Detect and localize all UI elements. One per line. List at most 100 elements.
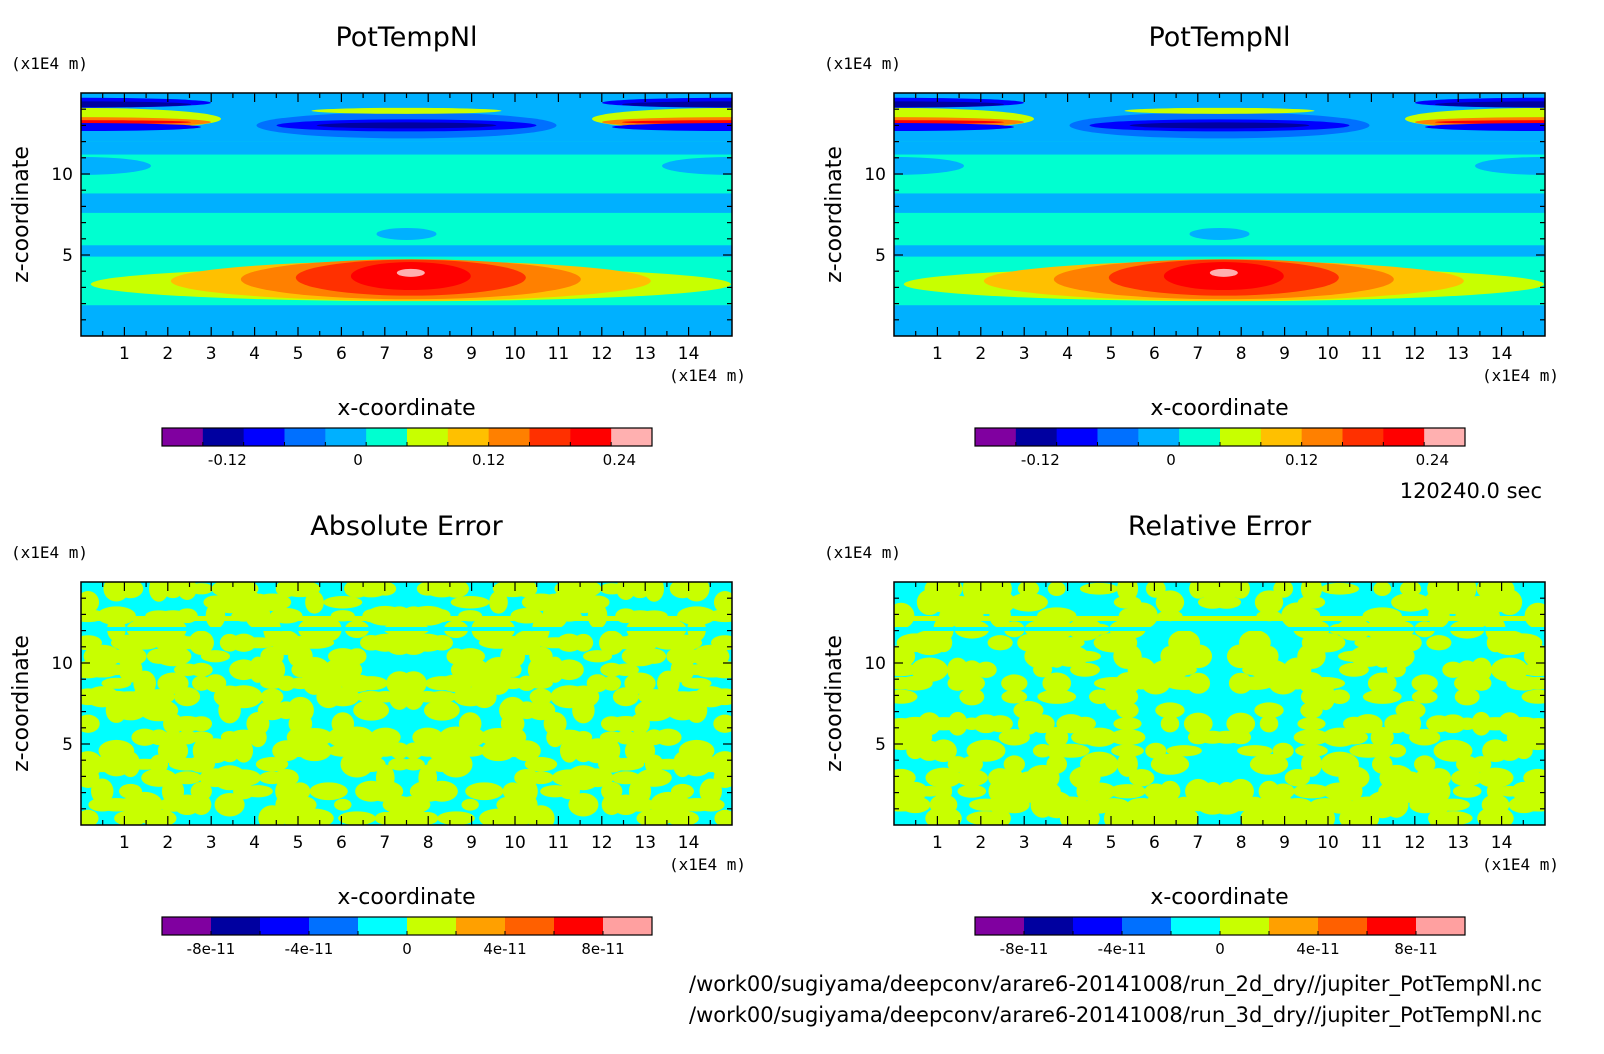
x-tick-label: 6 xyxy=(336,833,347,853)
x-tick-label: 12 xyxy=(1404,344,1426,364)
file-path-2: /work00/sugiyama/deepconv/arare6-2014100… xyxy=(689,1003,1542,1028)
colorbar-swatch xyxy=(1015,428,1058,446)
colorbar-swatch xyxy=(554,917,604,935)
colorbar-swatch xyxy=(1097,428,1139,446)
y-unit-label: (x1E4 m) xyxy=(11,54,88,73)
colorbar-swatch xyxy=(1416,917,1466,935)
x-tick-label: 13 xyxy=(634,344,656,364)
colorbar-swatch xyxy=(162,428,204,446)
x-tick-label: 9 xyxy=(466,344,477,364)
chart-panel-3: Absolute Error(x1E4 m)1 2 3 4 5 6 7 8 9 10 11 12 13 1… xyxy=(9,511,746,958)
x-tick-label: 13 xyxy=(634,833,656,853)
x-tick-label: 5 xyxy=(293,833,304,853)
x-tick-label: 11 xyxy=(548,344,570,364)
x-axis-label: x-coordinate xyxy=(337,396,475,421)
colorbar-tick-label: 0 xyxy=(1166,451,1176,469)
colorbar-tick-label: 8e-11 xyxy=(1394,940,1437,958)
x-tick-label: 8 xyxy=(423,833,434,853)
x-tick-label: 11 xyxy=(548,833,570,853)
x-tick-label: 7 xyxy=(379,344,390,364)
colorbar-tick-label: 0.24 xyxy=(603,451,636,469)
x-axis-label: x-coordinate xyxy=(337,885,475,910)
x-tick-label: 3 xyxy=(206,344,217,364)
y-axis-label: z-coordinate xyxy=(9,146,34,283)
x-tick-label: 1 xyxy=(119,344,130,364)
colorbar-swatch xyxy=(1171,917,1221,935)
x-unit-label: (x1E4 m) xyxy=(1482,366,1559,385)
x-unit-label: (x1E4 m) xyxy=(669,855,746,874)
x-tick-label: 12 xyxy=(591,344,613,364)
x-tick-label: 1 xyxy=(932,344,943,364)
colorbar-swatch xyxy=(325,428,367,446)
x-tick-label: 4 xyxy=(249,344,260,364)
x-tick-label: 4 xyxy=(249,833,260,853)
colorbar: -8e-11 -4e-11 0 4e-11 8e-11 xyxy=(974,916,1466,958)
colorbar-tick-label: 4e-11 xyxy=(483,940,526,958)
colorbar-swatch xyxy=(1424,428,1466,446)
colorbar-swatch xyxy=(407,917,457,935)
colorbar-swatch xyxy=(162,917,212,935)
x-tick-label: 6 xyxy=(1149,344,1160,364)
x-unit-label: (x1E4 m) xyxy=(1482,855,1559,874)
x-tick-label: 7 xyxy=(379,833,390,853)
colorbar-swatch xyxy=(1260,428,1303,446)
colorbar-swatch xyxy=(975,917,1025,935)
colorbar-swatch xyxy=(358,917,408,935)
x-tick-label: 1 xyxy=(119,833,130,853)
chart-panel-1: PotTempNl(x1E4 m)1 2 3 4 5 6 7 8 9 10 11 12 13 14510(… xyxy=(9,22,746,469)
y-axis-label: z-coordinate xyxy=(822,635,847,772)
x-tick-label: 10 xyxy=(504,833,526,853)
colorbar-tick-label: 0 xyxy=(402,940,412,958)
x-tick-label: 1 xyxy=(932,833,943,853)
chart-title: Relative Error xyxy=(1128,511,1312,542)
colorbar-swatch xyxy=(603,917,653,935)
colorbar-swatch xyxy=(202,428,245,446)
x-tick-label: 3 xyxy=(1019,833,1030,853)
x-tick-label: 12 xyxy=(591,833,613,853)
x-tick-label: 2 xyxy=(162,833,173,853)
x-tick-label: 8 xyxy=(423,344,434,364)
x-tick-label: 7 xyxy=(1192,833,1203,853)
colorbar-swatch xyxy=(243,428,285,446)
chart-panel-2: PotTempNl(x1E4 m)1 2 3 4 5 6 7 8 9 10 11 12 13 14510(… xyxy=(822,22,1559,469)
y-unit-label: (x1E4 m) xyxy=(824,543,901,562)
x-tick-label: 6 xyxy=(336,344,347,364)
y-unit-label: (x1E4 m) xyxy=(11,543,88,562)
colorbar-tick-label: -0.12 xyxy=(1021,451,1060,469)
x-tick-label: 10 xyxy=(1317,833,1339,853)
x-tick-label: 14 xyxy=(1491,344,1513,364)
colorbar-swatch xyxy=(1318,917,1368,935)
colorbar-swatch xyxy=(1383,428,1425,446)
colorbar-swatch xyxy=(1073,917,1123,935)
colorbar-swatch xyxy=(975,428,1017,446)
colorbar-swatch xyxy=(260,917,310,935)
colorbar-tick-label: -4e-11 xyxy=(1098,940,1147,958)
colorbar-swatch xyxy=(1220,428,1262,446)
time-label: 120240.0 sec xyxy=(1400,479,1542,503)
x-tick-label: 10 xyxy=(1317,344,1339,364)
colorbar-tick-label: 0.12 xyxy=(1285,451,1318,469)
x-tick-label: 11 xyxy=(1361,344,1383,364)
chart-title: PotTempNl xyxy=(1148,22,1290,53)
colorbar: -0.12 0 0.12 0.24 xyxy=(974,427,1466,469)
chart-panel-4: Relative Error(x1E4 m)1 2 3 4 5 6 7 8 9 10 11 12 13 1… xyxy=(822,511,1559,958)
contour-field xyxy=(81,582,732,825)
colorbar-swatch xyxy=(407,428,449,446)
contour-field xyxy=(894,93,1545,336)
colorbar-swatch xyxy=(1220,917,1270,935)
colorbar: -0.12 0 0.12 0.24 xyxy=(161,427,653,469)
colorbar-swatch xyxy=(211,917,261,935)
colorbar-tick-label: 4e-11 xyxy=(1296,940,1339,958)
colorbar-tick-label: 0 xyxy=(353,451,363,469)
y-axis-label: z-coordinate xyxy=(822,146,847,283)
colorbar-swatch xyxy=(1342,428,1384,446)
colorbar-swatch xyxy=(1056,428,1098,446)
y-unit-label: (x1E4 m) xyxy=(824,54,901,73)
y-tick-label: 10 xyxy=(51,654,73,674)
x-tick-label: 2 xyxy=(162,344,173,364)
colorbar-swatch xyxy=(1301,428,1343,446)
x-tick-label: 4 xyxy=(1062,833,1073,853)
colorbar-swatch xyxy=(1269,917,1319,935)
y-tick-label: 10 xyxy=(51,165,73,185)
x-unit-label: (x1E4 m) xyxy=(669,366,746,385)
